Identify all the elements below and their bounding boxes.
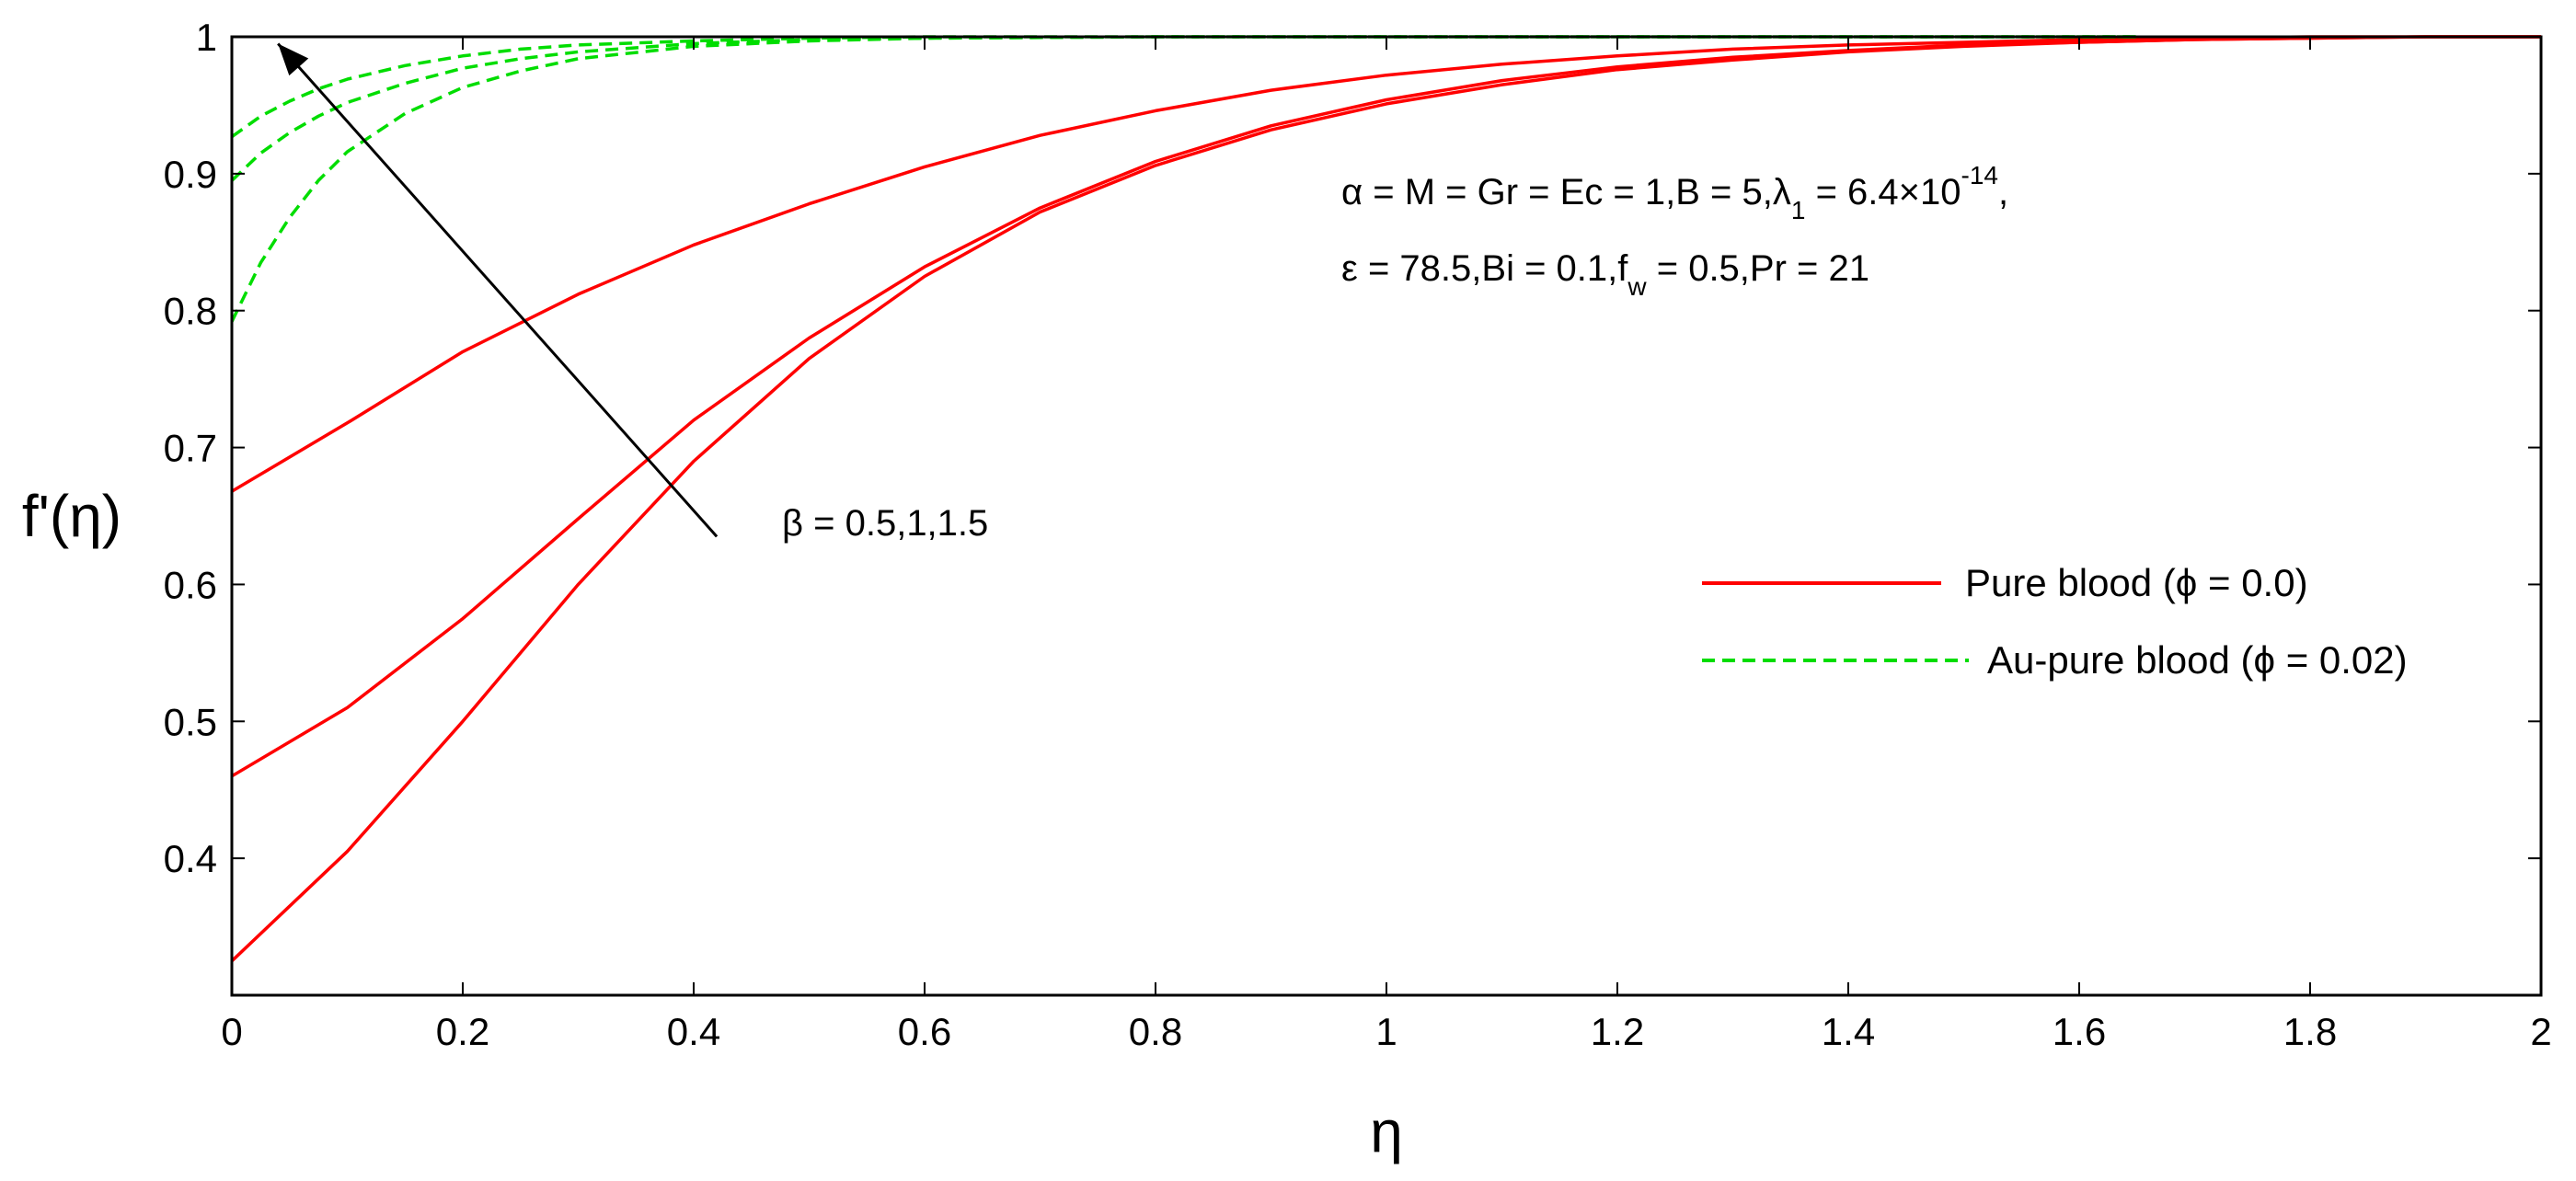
parameter-annotation-line1: α = M = Gr = Ec = 1,B = 5,λ1 = 6.4×10-14… <box>1341 161 2008 224</box>
x-tick-label: 0.8 <box>1129 1010 1182 1053</box>
y-tick-label: 0.9 <box>164 153 217 196</box>
y-tick-label: 0.5 <box>164 700 217 743</box>
au-pure-blood-curve-4 <box>230 35 2137 182</box>
x-tick-label: 1.2 <box>1591 1010 1644 1053</box>
beta-annotation: β = 0.5,1,1.5 <box>782 503 988 544</box>
param-line2-rest: = 0.5,Pr = 21 <box>1647 248 1869 289</box>
legend-label-pure-blood: Pure blood (ϕ = 0.0) <box>1965 561 2308 604</box>
x-axis-label: η <box>1370 1098 1403 1164</box>
x-tick-label: 0 <box>221 1010 242 1053</box>
x-tick-label: 0.6 <box>898 1010 951 1053</box>
x-axis-ticks: 0 0.2 0.4 0.6 0.8 1 1.2 1.4 1.6 1.8 2 <box>221 37 2552 1053</box>
param-line1-tail: , <box>1998 172 2008 212</box>
parameter-annotation-line2: ε = 78.5,Bi = 0.1,fw = 0.5,Pr = 21 <box>1341 248 1869 301</box>
legend: Pure blood (ϕ = 0.0) Au-pure blood (ϕ = … <box>1702 561 2408 682</box>
x-tick-label: 0.4 <box>667 1010 720 1053</box>
beta-arrow-head <box>278 43 309 76</box>
au-pure-blood-curve-3 <box>230 35 2137 323</box>
x-tick-label: 2 <box>2530 1010 2551 1053</box>
x-tick-label: 0.2 <box>436 1010 489 1053</box>
arrow-layer <box>277 42 719 538</box>
y-tick-label: 1 <box>196 16 217 59</box>
y-axis-ticks: 0.4 0.5 0.6 0.7 0.8 0.9 1 <box>164 16 2541 880</box>
y-tick-label: 0.6 <box>164 563 217 606</box>
x-tick-label: 1.4 <box>1822 1010 1875 1053</box>
x-tick-label: 1.8 <box>2283 1010 2337 1053</box>
param-line1-main: α = M = Gr = Ec = 1,B = 5,λ <box>1341 172 1791 212</box>
y-tick-label: 0.8 <box>164 290 217 333</box>
y-axis-label: f'(η) <box>22 483 121 549</box>
y-tick-label: 0.7 <box>164 427 217 470</box>
param-line1-sub: 1 <box>1791 196 1806 224</box>
beta-arrow-shaft <box>277 42 719 538</box>
param-line1-rest: = 6.4×10 <box>1805 172 1961 212</box>
x-tick-label: 1 <box>1375 1010 1397 1053</box>
param-line2-sub: w <box>1627 272 1647 301</box>
param-line1-sup: -14 <box>1961 161 1998 189</box>
pure-blood-curve-2 <box>231 35 2541 493</box>
x-tick-label: 1.6 <box>2053 1010 2106 1053</box>
y-tick-label: 0.4 <box>164 837 217 880</box>
param-line2-main: ε = 78.5,Bi = 0.1,f <box>1341 248 1628 289</box>
pure-blood-curve-1 <box>231 35 2541 778</box>
legend-label-au-pure-blood: Au-pure blood (ϕ = 0.02) <box>1987 638 2408 682</box>
